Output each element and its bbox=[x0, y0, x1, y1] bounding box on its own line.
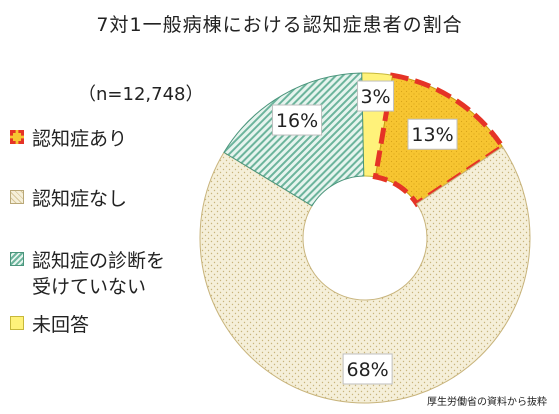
data-label: 16% bbox=[272, 104, 323, 136]
chart-title: 7対1一般病棟における認知症患者の割合 bbox=[96, 14, 463, 36]
legend-label: 認知症あり bbox=[32, 128, 128, 150]
slice-no-dementia bbox=[199, 146, 531, 404]
data-label-box bbox=[342, 353, 393, 385]
legend-item-no-answer: 未回答 bbox=[10, 312, 89, 338]
legend-item-no-dementia: 認知症なし bbox=[10, 186, 127, 212]
legend-swatch-dementia bbox=[10, 130, 24, 144]
slice-under-diagnosis bbox=[223, 72, 365, 207]
data-label-box bbox=[407, 118, 458, 150]
sample-size-label: （n=12,748） bbox=[78, 84, 204, 105]
data-label: 68% bbox=[342, 353, 393, 385]
legend-label: 認知症なし bbox=[32, 188, 128, 210]
source-note: 厚生労働省の資料から抜粋 bbox=[427, 397, 547, 408]
data-label-text: 13% bbox=[411, 124, 453, 146]
legend-swatch-under-diagnosis bbox=[10, 252, 24, 266]
data-label-text: 68% bbox=[347, 359, 389, 381]
legend-swatch-no-answer bbox=[10, 316, 24, 330]
legend-swatch-no-dementia bbox=[10, 190, 24, 204]
slice-dementia-highlight bbox=[372, 72, 506, 208]
legend-label: 未回答 bbox=[32, 314, 90, 336]
data-label: 13% bbox=[407, 118, 458, 150]
data-label: 3% bbox=[357, 80, 395, 112]
legend-item-under-diagnosis: 認知症の診断を 受けていない bbox=[10, 248, 165, 300]
data-label-text: 3% bbox=[360, 86, 390, 108]
legend-label: 認知症の診断を 受けていない bbox=[32, 250, 166, 298]
data-label-box bbox=[357, 80, 395, 112]
data-label-box bbox=[272, 104, 323, 136]
legend-item-dementia: 認知症あり bbox=[10, 126, 127, 152]
data-label-text: 16% bbox=[276, 110, 318, 132]
